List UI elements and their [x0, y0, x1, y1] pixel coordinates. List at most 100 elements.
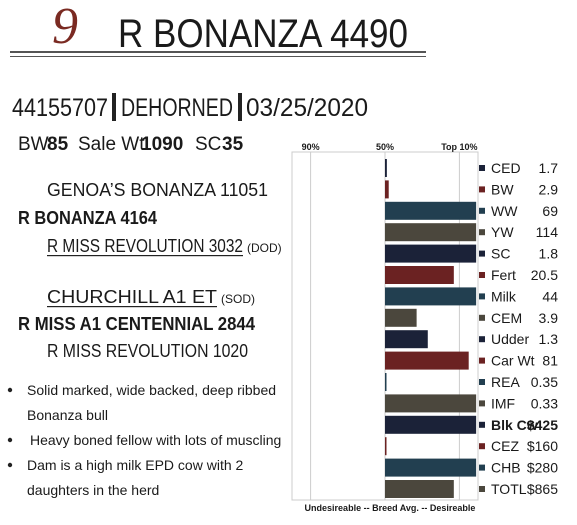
trait-swatch [479, 272, 485, 278]
lot-number: 9 [52, 0, 78, 55]
bar [385, 351, 469, 370]
trait-value: 20.5 [531, 267, 558, 283]
tick-label: 90% [302, 142, 320, 152]
trait-value: 2.9 [539, 181, 559, 197]
trait-swatch [479, 379, 485, 385]
bullet [7, 462, 13, 468]
stat-value: 85 [47, 134, 69, 155]
trait-value: $160 [527, 438, 558, 454]
trait-value: $425 [527, 417, 558, 433]
chart-footer: Undesireable -- Breed Avg. -- Desireable [305, 503, 476, 513]
trait-swatch [479, 186, 485, 193]
trait-swatch [479, 207, 485, 214]
note-text: Heavy boned fellow with lots of muscling [30, 432, 281, 448]
bar [385, 458, 477, 477]
bar [385, 330, 428, 349]
note-text: Bonanza bull [27, 407, 108, 423]
trait-value: 69 [542, 203, 558, 219]
trait-value: 1.3 [539, 331, 559, 347]
trait-swatch [479, 336, 485, 343]
pedigree-name: R MISS REVOLUTION 3032 [47, 236, 243, 256]
trait-name: CEM [491, 310, 522, 326]
bullet [7, 437, 13, 443]
trait-value: 0.35 [531, 374, 558, 390]
note-text: daughters in the herd [27, 482, 159, 498]
trait-value: 3.9 [539, 310, 559, 326]
trait-name: SC [491, 246, 510, 262]
note-text: Solid marked, wide backed, deep ribbed [27, 382, 276, 398]
trait-name: Fert [491, 267, 516, 283]
rule [10, 51, 426, 53]
status: DEHORNED [121, 94, 233, 122]
epd-chart: Undesireable -- Breed Avg. -- Desireable… [291, 142, 559, 513]
bar [385, 159, 387, 177]
trait-swatch [479, 314, 485, 321]
pedigree: GENOA’S BONANZA 11051 R BONANZA 4164 R MIS… [18, 180, 282, 361]
trait-name: REA [491, 374, 520, 390]
bar [385, 415, 477, 434]
bar [385, 480, 454, 498]
trait-swatch [479, 486, 485, 492]
pedigree-name: R MISS A1 CENTENNIAL 2844 [18, 314, 255, 334]
trait-swatch [479, 443, 485, 450]
trait-name: CED [491, 160, 521, 176]
stat-label: Sale Wt [78, 134, 145, 155]
stat-label: BW [18, 134, 49, 155]
trait-value: 1.7 [539, 160, 559, 176]
trait-name: CHB [491, 460, 521, 476]
trait-swatch [479, 421, 485, 428]
bar [385, 223, 477, 242]
trait-value: 81 [542, 353, 558, 369]
trait-swatch [479, 293, 485, 300]
trait-swatch [479, 250, 485, 257]
pedigree-name: R MISS REVOLUTION 1020 [47, 341, 248, 361]
trait-name: Blk Cw [491, 417, 538, 433]
trait-name: Car Wt [491, 353, 535, 369]
trait-name: YW [491, 224, 514, 240]
bar [385, 266, 454, 284]
bullet [7, 387, 13, 393]
trait-swatch [479, 357, 485, 364]
trait-swatch [479, 229, 485, 236]
bar [385, 394, 477, 413]
trait-swatch [479, 464, 485, 471]
trait-name: Milk [491, 288, 517, 304]
separator [238, 93, 242, 121]
bar [385, 308, 417, 327]
rule [10, 56, 426, 57]
separator [112, 93, 116, 121]
pedigree-note: (SOD) [221, 292, 255, 306]
trait-value: 114 [536, 224, 559, 240]
bar [385, 373, 387, 391]
trait-value: $865 [527, 481, 558, 497]
underline [47, 306, 217, 308]
trait-value: 1.8 [539, 246, 559, 262]
trait-value: 0.33 [531, 395, 558, 411]
trait-name: IMF [491, 395, 515, 411]
birth-date: 03/25/2020 [246, 94, 368, 122]
trait-name: WW [491, 203, 518, 219]
bar [385, 244, 477, 263]
bar [385, 437, 387, 456]
notes: Solid marked, wide backed, deep ribbed Bo… [7, 382, 281, 498]
pedigree-name: CHURCHILL A1 ET [47, 287, 217, 307]
trait-value: $280 [527, 460, 558, 476]
pedigree-note: (DOD) [247, 241, 282, 255]
trait-swatch [479, 400, 485, 407]
stat-value: 35 [222, 134, 244, 155]
pedigree-name: GENOA’S BONANZA 11051 [47, 180, 268, 200]
underline [47, 255, 243, 257]
lot-title: R BONANZA 4490 [118, 12, 408, 56]
tick-label: Top 10% [441, 142, 477, 152]
note-text: Dam is a high milk EPD cow with 2 [27, 457, 244, 473]
trait-name: CEZ [491, 438, 519, 454]
bar [385, 287, 477, 306]
trait-name: BW [491, 181, 514, 197]
bar [385, 180, 389, 199]
trait-swatch [479, 165, 485, 171]
trait-value: 44 [542, 288, 558, 304]
trait-name: Udder [491, 331, 529, 347]
